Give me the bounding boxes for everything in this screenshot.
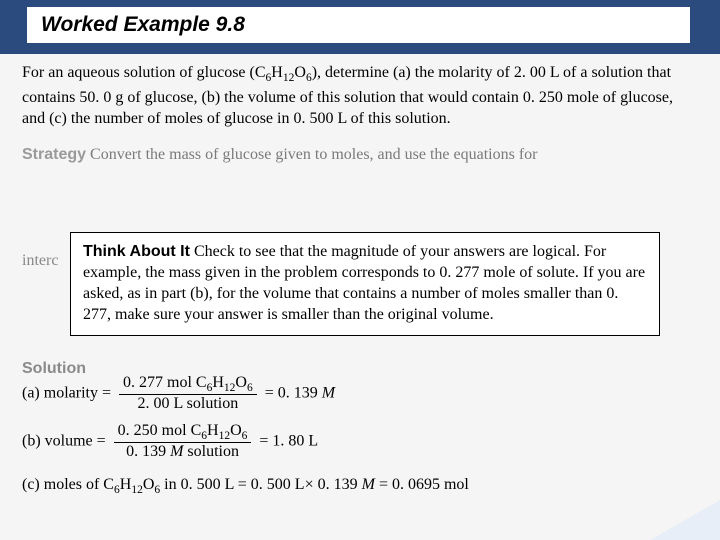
title-text: Worked Example 9.8 (41, 13, 245, 36)
think-label: Think About It (83, 243, 190, 260)
part-a-fraction: 0. 277 mol C6H12O6 2. 00 L solution (119, 374, 257, 413)
strategy-cutoff: interc (22, 252, 58, 270)
solution-part-b: (b) volume = 0. 250 mol C6H12O6 0. 139 M… (22, 422, 318, 461)
part-a-num: 0. 277 mol C6H12O6 (119, 374, 257, 395)
slide-header: Worked Example 9.8 (0, 0, 720, 54)
strategy-line: Strategy Convert the mass of glucose giv… (22, 144, 698, 166)
corner-fold-decoration (650, 500, 720, 540)
solution-part-a: (a) molarity = 0. 277 mol C6H12O6 2. 00 … (22, 374, 335, 413)
problem-statement: For an aqueous solution of glucose (C6H1… (22, 62, 698, 130)
think-about-it-box: Think About It Check to see that the mag… (70, 232, 660, 336)
part-a-den: 2. 00 L solution (119, 395, 257, 413)
body: For an aqueous solution of glucose (C6H1… (22, 62, 698, 176)
part-b-den: 0. 139 M solution (114, 443, 252, 461)
part-b-lead: (b) volume = (22, 432, 110, 449)
part-b-num: 0. 250 mol C6H12O6 (114, 422, 252, 443)
part-b-fraction: 0. 250 mol C6H12O6 0. 139 M solution (114, 422, 252, 461)
slide-title: Worked Example 9.8 (22, 7, 690, 43)
part-b-rhs: = 1. 80 L (259, 432, 318, 449)
strategy-tail: Convert the mass of glucose given to mol… (86, 146, 537, 163)
part-a-lead: (a) molarity = (22, 384, 115, 401)
solution-part-c: (c) moles of C6H12O6 in 0. 500 L = 0. 50… (22, 476, 469, 496)
strategy-label: Strategy (22, 146, 86, 163)
part-a-rhs: = 0. 139 M (265, 384, 335, 401)
